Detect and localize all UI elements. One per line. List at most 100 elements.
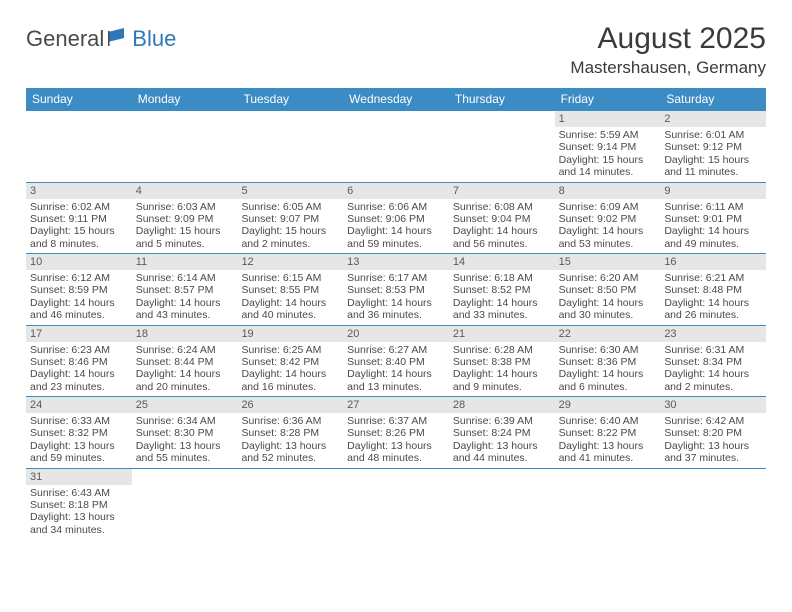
day-detail-line: Sunrise: 6:42 AM [664,415,762,427]
day-detail-line: and 11 minutes. [664,166,762,178]
day-details: Sunrise: 6:23 AMSunset: 8:46 PMDaylight:… [26,342,132,397]
day-detail-line: Sunset: 9:04 PM [453,213,551,225]
day-detail-line: Sunrise: 6:15 AM [241,272,339,284]
day-details: Sunrise: 6:21 AMSunset: 8:48 PMDaylight:… [660,270,766,325]
location: Mastershausen, Germany [570,58,766,78]
day-number: 31 [26,469,132,485]
day-detail-line: Sunset: 8:44 PM [136,356,234,368]
day-detail-line: Daylight: 14 hours [241,368,339,380]
weekday-header: Saturday [660,88,766,111]
day-detail-line: Sunset: 8:55 PM [241,284,339,296]
day-details: Sunrise: 6:43 AMSunset: 8:18 PMDaylight:… [26,485,132,540]
calendar-cell: 11Sunrise: 6:14 AMSunset: 8:57 PMDayligh… [132,254,238,325]
calendar-cell: 16Sunrise: 6:21 AMSunset: 8:48 PMDayligh… [660,254,766,325]
day-detail-line: Sunset: 8:34 PM [664,356,762,368]
day-detail-line: and 56 minutes. [453,238,551,250]
day-number: 20 [343,326,449,342]
day-number: 9 [660,183,766,199]
day-detail-line: Sunrise: 6:05 AM [241,201,339,213]
day-detail-line: Daylight: 14 hours [347,225,445,237]
day-detail-line: Sunrise: 6:20 AM [559,272,657,284]
day-detail-line: Sunset: 8:32 PM [30,427,128,439]
day-number: 12 [237,254,343,270]
day-detail-line: Sunset: 8:52 PM [453,284,551,296]
weekday-header: Wednesday [343,88,449,111]
day-details: Sunrise: 6:18 AMSunset: 8:52 PMDaylight:… [449,270,555,325]
day-detail-line: Daylight: 14 hours [453,368,551,380]
day-detail-line: and 49 minutes. [664,238,762,250]
calendar-cell-blank [237,111,343,182]
day-detail-line: and 2 minutes. [241,238,339,250]
day-detail-line: and 14 minutes. [559,166,657,178]
day-details: Sunrise: 6:39 AMSunset: 8:24 PMDaylight:… [449,413,555,468]
day-number: 4 [132,183,238,199]
day-detail-line: and 20 minutes. [136,381,234,393]
calendar-cell-blank [343,111,449,182]
day-number: 19 [237,326,343,342]
day-detail-line: Sunrise: 6:24 AM [136,344,234,356]
day-detail-line: Sunrise: 6:18 AM [453,272,551,284]
day-details: Sunrise: 6:40 AMSunset: 8:22 PMDaylight:… [555,413,661,468]
day-detail-line: Daylight: 13 hours [347,440,445,452]
day-number: 13 [343,254,449,270]
day-detail-line: Daylight: 14 hours [664,297,762,309]
weekday-header: Tuesday [237,88,343,111]
day-detail-line: and 30 minutes. [559,309,657,321]
day-detail-line: and 44 minutes. [453,452,551,464]
day-details: Sunrise: 6:08 AMSunset: 9:04 PMDaylight:… [449,199,555,254]
calendar-cell: 22Sunrise: 6:30 AMSunset: 8:36 PMDayligh… [555,326,661,397]
day-detail-line: Daylight: 15 hours [30,225,128,237]
day-detail-line: Sunrise: 6:08 AM [453,201,551,213]
day-detail-line: Sunset: 9:06 PM [347,213,445,225]
calendar-cell: 28Sunrise: 6:39 AMSunset: 8:24 PMDayligh… [449,397,555,468]
calendar-cell: 5Sunrise: 6:05 AMSunset: 9:07 PMDaylight… [237,183,343,254]
day-detail-line: and 9 minutes. [453,381,551,393]
day-detail-line: Sunset: 9:07 PM [241,213,339,225]
day-details: Sunrise: 6:25 AMSunset: 8:42 PMDaylight:… [237,342,343,397]
calendar-cell: 19Sunrise: 6:25 AMSunset: 8:42 PMDayligh… [237,326,343,397]
day-detail-line: and 8 minutes. [30,238,128,250]
day-detail-line: Sunset: 9:12 PM [664,141,762,153]
day-number: 21 [449,326,555,342]
calendar-cell-blank [449,469,555,540]
day-detail-line: Daylight: 13 hours [559,440,657,452]
calendar-cell: 15Sunrise: 6:20 AMSunset: 8:50 PMDayligh… [555,254,661,325]
day-number: 17 [26,326,132,342]
day-number: 30 [660,397,766,413]
day-details: Sunrise: 6:01 AMSunset: 9:12 PMDaylight:… [660,127,766,182]
day-detail-line: and 33 minutes. [453,309,551,321]
day-detail-line: Daylight: 15 hours [136,225,234,237]
day-details: Sunrise: 5:59 AMSunset: 9:14 PMDaylight:… [555,127,661,182]
calendar-cell: 27Sunrise: 6:37 AMSunset: 8:26 PMDayligh… [343,397,449,468]
day-detail-line: Sunset: 8:46 PM [30,356,128,368]
day-number: 28 [449,397,555,413]
day-detail-line: Sunset: 8:30 PM [136,427,234,439]
day-details: Sunrise: 6:20 AMSunset: 8:50 PMDaylight:… [555,270,661,325]
day-number: 14 [449,254,555,270]
day-detail-line: and 52 minutes. [241,452,339,464]
day-number: 15 [555,254,661,270]
day-detail-line: Daylight: 14 hours [559,368,657,380]
day-detail-line: and 55 minutes. [136,452,234,464]
day-number: 3 [26,183,132,199]
day-details: Sunrise: 6:36 AMSunset: 8:28 PMDaylight:… [237,413,343,468]
day-number: 16 [660,254,766,270]
calendar-cell: 24Sunrise: 6:33 AMSunset: 8:32 PMDayligh… [26,397,132,468]
day-number: 24 [26,397,132,413]
day-detail-line: Sunrise: 6:36 AM [241,415,339,427]
day-detail-line: Daylight: 14 hours [30,297,128,309]
day-detail-line: and 40 minutes. [241,309,339,321]
calendar-cell-blank [237,469,343,540]
day-number: 1 [555,111,661,127]
day-detail-line: Sunset: 8:38 PM [453,356,551,368]
day-number: 11 [132,254,238,270]
calendar-cell: 10Sunrise: 6:12 AMSunset: 8:59 PMDayligh… [26,254,132,325]
weekday-header: Thursday [449,88,555,111]
day-detail-line: and 5 minutes. [136,238,234,250]
day-detail-line: Daylight: 15 hours [559,154,657,166]
logo: General Blue [26,22,176,52]
day-detail-line: Daylight: 13 hours [136,440,234,452]
day-detail-line: Sunset: 8:20 PM [664,427,762,439]
calendar-cell: 14Sunrise: 6:18 AMSunset: 8:52 PMDayligh… [449,254,555,325]
day-number: 23 [660,326,766,342]
